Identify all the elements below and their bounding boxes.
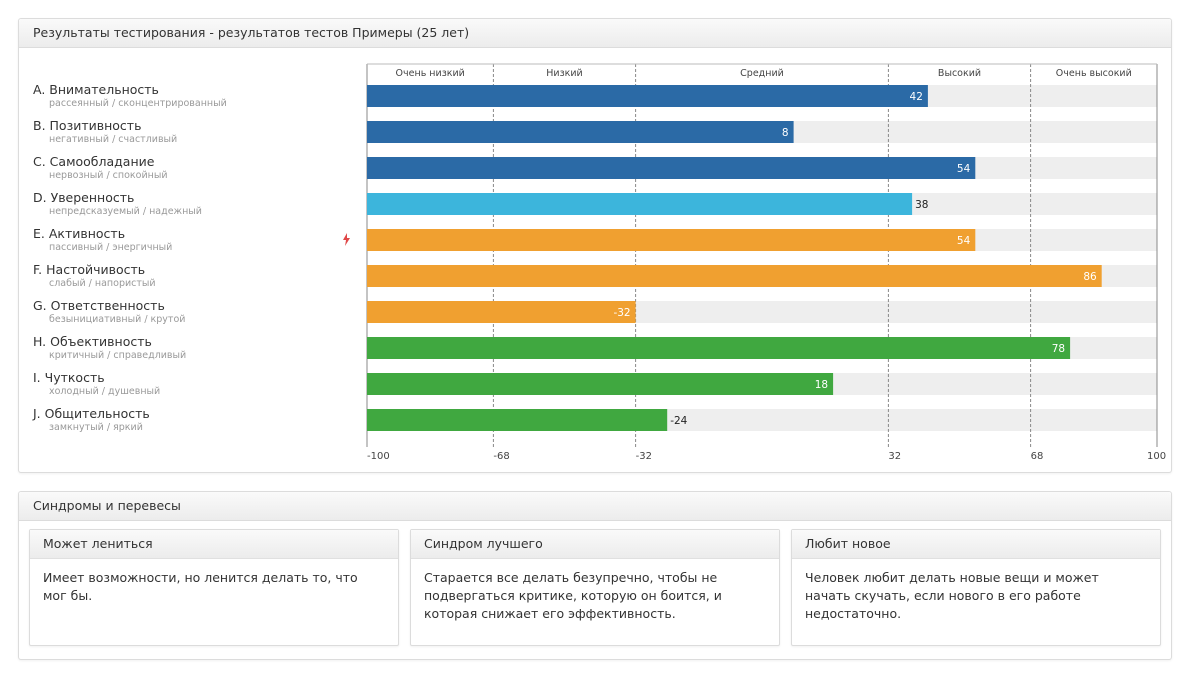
band-label: Высокий	[938, 68, 981, 79]
syndrome-card-text: Старается все делать безупречно, чтобы н…	[424, 570, 722, 621]
trait-name: H. Объективность	[33, 334, 152, 349]
value-label: -24	[670, 415, 687, 427]
syndrome-card-title: Любит новое	[792, 530, 1160, 559]
syndrome-card-best: Синдром лучшего Старается все делать без…	[410, 529, 780, 646]
syndrome-card-text: Человек любит делать новые вещи и может …	[805, 570, 1099, 621]
traits-chart: -100 -68 -32 32 68 100 Очень низкий Низкий Средн…	[32, 63, 1166, 462]
value-label: 78	[1052, 343, 1065, 355]
trait-name: B. Позитивность	[33, 118, 141, 133]
band-label: Низкий	[546, 68, 582, 79]
value-label: -32	[613, 307, 630, 319]
tick-label: 68	[1031, 451, 1044, 462]
syndromes-panel: Синдромы и перевесы Может лениться Имеет…	[18, 491, 1172, 660]
trait-subtitle: холодный / душевный	[49, 386, 160, 397]
tick-label: -100	[367, 451, 390, 462]
bar	[367, 121, 794, 143]
tick-label: -68	[493, 451, 509, 462]
trait-subtitle: негативный / счастливый	[49, 134, 177, 145]
tick-label: -32	[636, 451, 652, 462]
bar	[367, 193, 913, 215]
syndrome-card-lazy: Может лениться Имеет возможности, но лен…	[29, 529, 399, 646]
trait-name: C. Самообладание	[33, 154, 155, 169]
trait-subtitle: слабый / напористый	[49, 278, 156, 289]
bar	[367, 301, 636, 323]
trait-name: D. Уверенность	[33, 190, 134, 205]
results-title: Результаты тестирования - результатов те…	[19, 19, 1171, 48]
trait-name: G. Ответственность	[33, 298, 165, 313]
band-label: Очень высокий	[1056, 68, 1132, 79]
value-label: 54	[957, 163, 971, 175]
trait-name: A. Внимательность	[33, 82, 159, 97]
bar	[367, 85, 928, 107]
bar	[367, 157, 976, 179]
warning-bolt-icon	[343, 233, 350, 246]
trait-subtitle: пассивный / энергичный	[49, 242, 172, 253]
trait-name: F. Настойчивость	[33, 262, 145, 277]
trait-subtitle: безынициативный / крутой	[49, 314, 185, 325]
value-label: 54	[957, 235, 971, 247]
trait-subtitle: рассеянный / сконцентрированный	[49, 98, 227, 109]
bar	[367, 373, 834, 395]
trait-subtitle: непредсказуемый / надежный	[49, 206, 202, 217]
trait-subtitle: замкнутый / яркий	[49, 422, 143, 433]
bar	[367, 337, 1071, 359]
results-panel: Результаты тестирования - результатов те…	[18, 18, 1172, 473]
value-label: 18	[815, 379, 828, 391]
value-label: 86	[1083, 271, 1097, 283]
syndrome-card-text: Имеет возможности, но ленится делать то,…	[43, 570, 358, 603]
bar	[367, 409, 668, 431]
trait-name: I. Чуткость	[33, 370, 105, 385]
bar	[367, 229, 976, 251]
band-label: Очень низкий	[396, 68, 465, 79]
trait-subtitle: нервозный / спокойный	[49, 170, 168, 181]
tick-label: 32	[888, 451, 901, 462]
band-label: Средний	[740, 68, 784, 79]
trait-name: J. Общительность	[32, 406, 150, 421]
value-label: 42	[910, 91, 923, 103]
syndrome-card-new: Любит новое Человек любит делать новые в…	[791, 529, 1161, 646]
value-label: 8	[782, 127, 789, 139]
tick-label: 100	[1147, 451, 1166, 462]
syndrome-card-title: Синдром лучшего	[411, 530, 779, 559]
bar	[367, 265, 1102, 287]
trait-name: E. Активность	[33, 226, 125, 241]
trait-subtitle: критичный / справедливый	[49, 350, 186, 361]
value-label: 38	[915, 199, 928, 211]
syndromes-title: Синдромы и перевесы	[19, 492, 1171, 521]
syndrome-card-title: Может лениться	[30, 530, 398, 559]
